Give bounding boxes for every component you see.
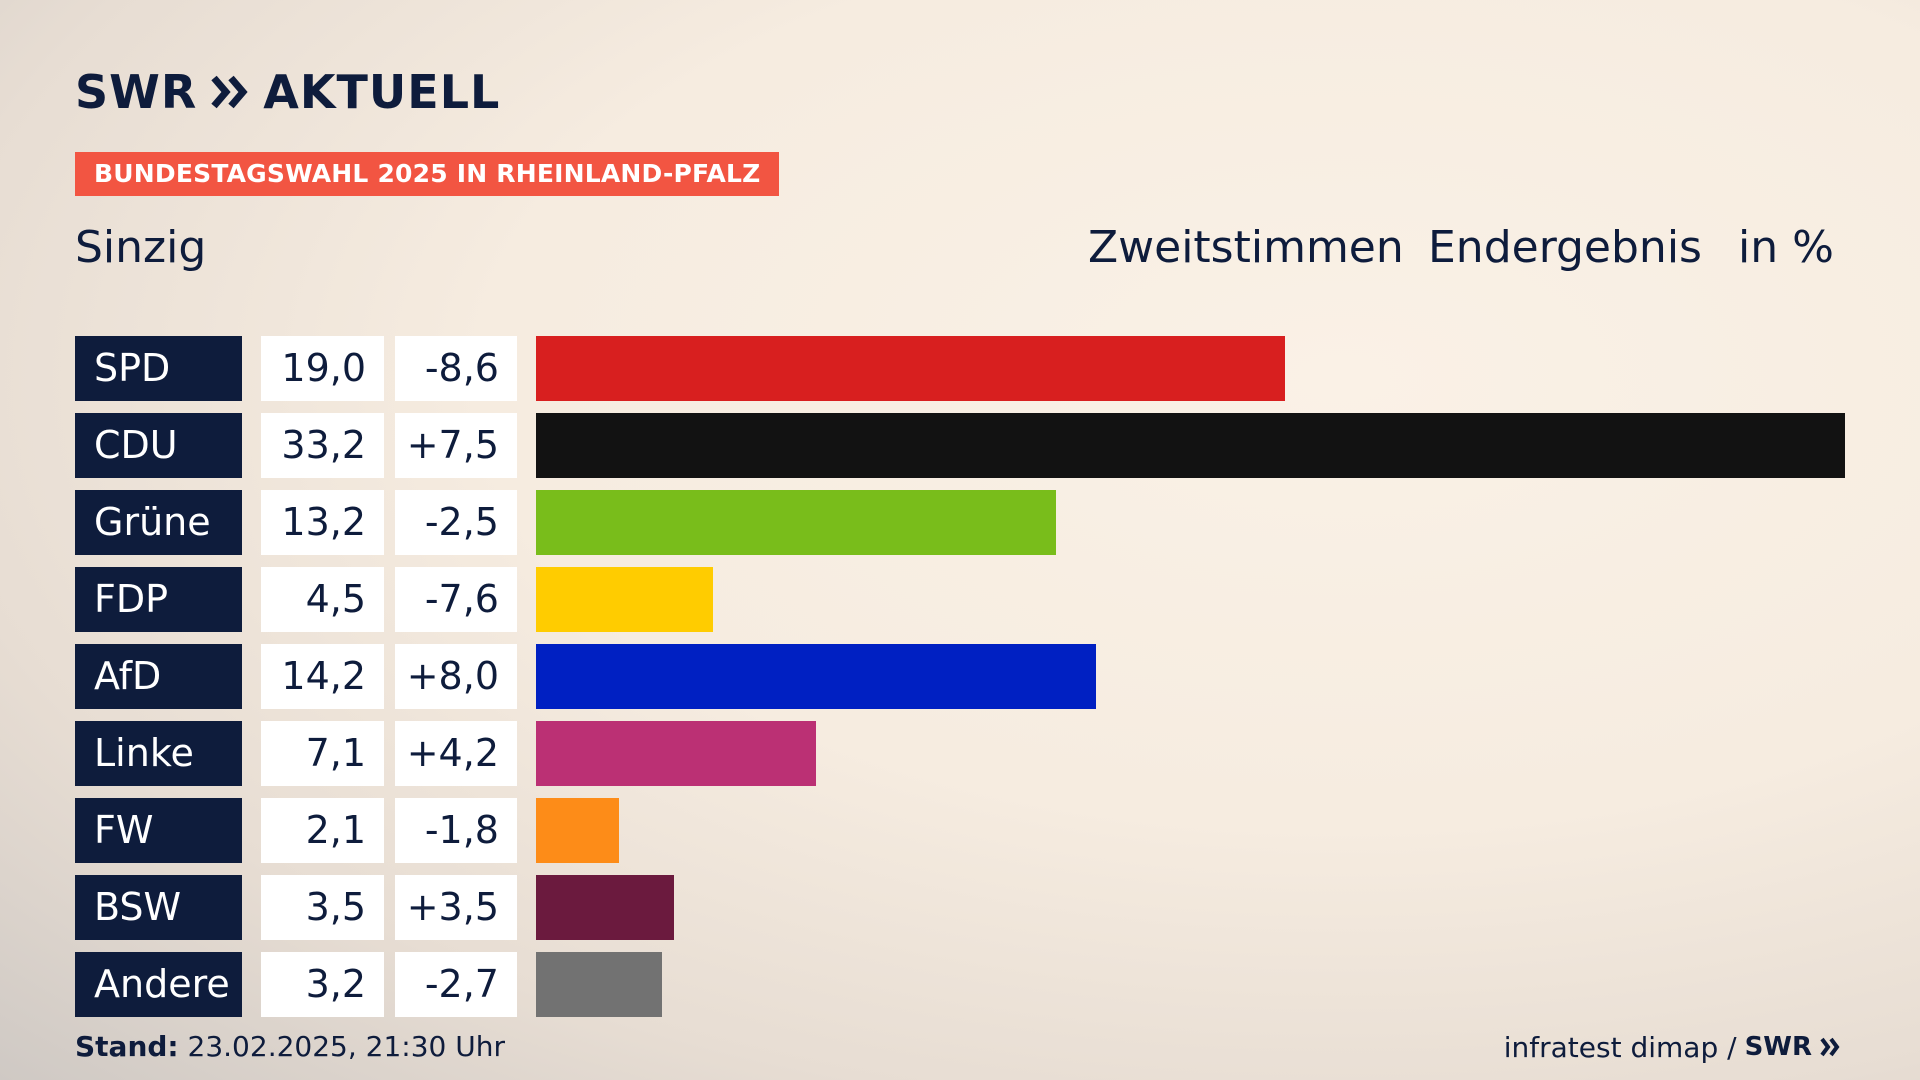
change-label-afd: +8,0 xyxy=(395,644,517,709)
change-label-bsw: +3,5 xyxy=(395,875,517,940)
source-credit: infratest dimap / SWR xyxy=(1504,1028,1842,1066)
bar-gr-ne xyxy=(536,490,1056,555)
party-label-bsw: BSW xyxy=(75,875,242,940)
value-label-andere: 3,2 xyxy=(261,952,384,1017)
value-label-afd: 14,2 xyxy=(261,644,384,709)
value-label-spd: 19,0 xyxy=(261,336,384,401)
results-bar-chart: SPD 19,0 -8,6 CDU 33,2 +7,5 Grüne 13,2 -2,5 FDP 4,… xyxy=(75,336,1845,1017)
party-label-fdp: FDP xyxy=(75,567,242,632)
region-title: Sinzig xyxy=(75,222,207,273)
logo-aktuell-text: AKTUELL xyxy=(263,65,501,119)
bar-afd xyxy=(536,644,1096,709)
party-label-andere: Andere xyxy=(75,952,242,1017)
change-label-spd: -8,6 xyxy=(395,336,517,401)
value-label-fw: 2,1 xyxy=(261,798,384,863)
unit-label: in % xyxy=(1738,222,1834,273)
source-text: infratest dimap / xyxy=(1503,1030,1737,1064)
stand-value: 23.02.2025, 21:30 Uhr xyxy=(187,1030,505,1063)
change-label-cdu: +7,5 xyxy=(395,413,517,478)
value-label-gr-ne: 13,2 xyxy=(261,490,384,555)
logo-swr-text: SWR xyxy=(75,65,198,119)
change-label-gr-ne: -2,5 xyxy=(395,490,517,555)
party-label-linke: Linke xyxy=(75,721,242,786)
election-banner: BUNDESTAGSWAHL 2025 IN RHEINLAND-PFALZ xyxy=(75,152,780,196)
party-label-fw: FW xyxy=(75,798,242,863)
change-label-fdp: -7,6 xyxy=(395,567,517,632)
bar-cdu xyxy=(536,413,1845,478)
value-label-bsw: 3,5 xyxy=(261,875,384,940)
party-label-spd: SPD xyxy=(75,336,242,401)
stand-label: Stand: xyxy=(75,1030,179,1063)
swr-aktuell-logo: SWR AKTUELL xyxy=(75,66,500,118)
bar-bsw xyxy=(536,875,674,940)
timestamp: Stand: 23.02.2025, 21:30 Uhr xyxy=(75,1028,505,1066)
double-chevron-icon xyxy=(211,75,248,109)
bar-spd xyxy=(536,336,1285,401)
value-label-fdp: 4,5 xyxy=(261,567,384,632)
swr-small-logo-text: SWR xyxy=(1744,1032,1812,1062)
change-label-fw: -1,8 xyxy=(395,798,517,863)
bar-fdp xyxy=(536,567,713,632)
party-label-afd: AfD xyxy=(75,644,242,709)
double-chevron-small-icon xyxy=(1820,1037,1840,1057)
change-label-andere: -2,7 xyxy=(395,952,517,1017)
bar-andere xyxy=(536,952,662,1017)
result-type-label: Endergebnis xyxy=(1428,222,1702,273)
value-label-linke: 7,1 xyxy=(261,721,384,786)
party-label-cdu: CDU xyxy=(75,413,242,478)
value-label-cdu: 33,2 xyxy=(261,413,384,478)
bar-linke xyxy=(536,721,816,786)
party-label-gr-ne: Grüne xyxy=(75,490,242,555)
bar-fw xyxy=(536,798,619,863)
vote-type-label: Zweitstimmen xyxy=(1088,222,1404,273)
change-label-linke: +4,2 xyxy=(395,721,517,786)
